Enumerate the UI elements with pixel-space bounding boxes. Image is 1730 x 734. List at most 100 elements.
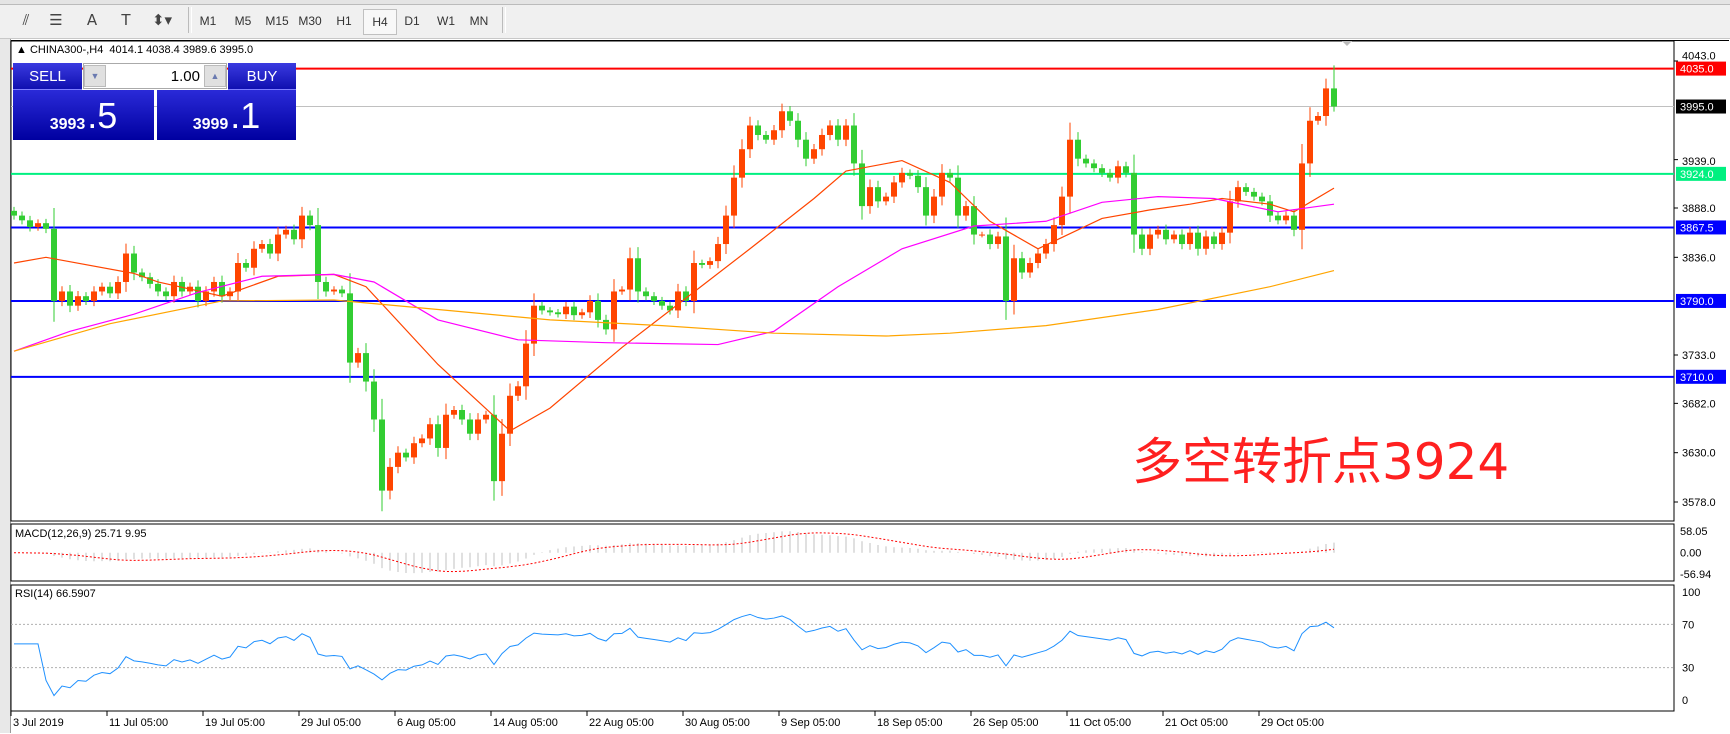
candle-body (475, 419, 481, 434)
date-axis-label: 11 Oct 05:00 (1069, 717, 1131, 729)
lot-size-stepper[interactable]: ▼ 1.00 ▲ (83, 63, 227, 89)
candle-body (995, 236, 1001, 245)
buy-price-main: 3999 (192, 116, 229, 133)
candle-body (1187, 232, 1193, 245)
candle-body (675, 291, 681, 311)
candle-body (371, 381, 377, 420)
candle-body (563, 306, 569, 315)
candle-body (115, 281, 121, 294)
candle-body (467, 419, 473, 434)
main-chart-frame (10, 40, 1675, 522)
timeframe-h4-button[interactable]: H4 (363, 9, 397, 35)
candle-body (555, 312, 561, 315)
timeframe-d1-button[interactable]: D1 (404, 14, 420, 28)
timeframe-m1-button[interactable]: M1 (199, 14, 217, 28)
price-line-label: 4035.0 (1680, 64, 1714, 76)
candle-body (795, 120, 801, 140)
candle-body (619, 289, 625, 292)
candle-body (1163, 229, 1169, 240)
price-label-bg (1676, 369, 1726, 384)
candle-body (1323, 88, 1329, 117)
chart-annotation-text: 多空转折点3924 (1132, 433, 1510, 491)
candle-body (635, 258, 641, 292)
elliott-wave-icon[interactable]: ⫽ (22, 11, 30, 29)
candle-body (11, 210, 17, 216)
candle-body (27, 220, 33, 227)
candle-body (539, 305, 545, 311)
date-axis-label: 6 Aug 05:00 (397, 717, 456, 729)
upper-toolbar-strip (0, 0, 1730, 5)
candle-body (419, 438, 425, 444)
candle-body (219, 281, 225, 297)
candle-body (1179, 234, 1185, 245)
text-label-icon[interactable]: T (121, 11, 131, 29)
timeframe-h1-button[interactable]: H1 (336, 14, 352, 28)
price-line-label: 3924.0 (1680, 169, 1714, 181)
candle-body (915, 175, 921, 188)
candle-body (499, 433, 505, 482)
candle-body (379, 419, 385, 491)
candle-body (163, 291, 169, 297)
candle-body (707, 261, 713, 265)
rsi-label: RSI(14) 66.5907 (15, 588, 96, 600)
buy-price-button[interactable]: 3999.1 (157, 90, 296, 140)
timeframe-mn-button[interactable]: MN (469, 14, 489, 28)
candle-body (955, 177, 961, 216)
date-axis-label: 21 Oct 05:00 (1165, 717, 1228, 729)
candle-body (363, 353, 369, 382)
timeframe-m30-button[interactable]: M30 (298, 14, 322, 28)
candle-body (963, 206, 969, 216)
candle-body (83, 296, 89, 301)
price-line-label: 3790.0 (1680, 296, 1714, 308)
candle-body (347, 293, 353, 363)
candle-body (627, 258, 633, 290)
timeframe-w1-button[interactable]: W1 (437, 14, 455, 28)
timeframe-m5-button[interactable]: M5 (234, 14, 252, 28)
price-axis-label: 4043.0 (1682, 51, 1716, 63)
candle-body (427, 424, 433, 439)
candle-body (531, 305, 537, 344)
lot-size-input[interactable]: 1.00 (170, 67, 200, 85)
buy-price-fraction: .1 (230, 95, 261, 136)
candle-body (411, 443, 417, 458)
text-icon[interactable]: A (86, 11, 98, 29)
candle-body (1259, 196, 1265, 202)
candle-body (667, 305, 673, 311)
toolbar: ⫽ ☰ A T ⬍▾ M1 M5 M15 M30 H1 H4 D1 W1 MN (0, 0, 1730, 39)
candle-body (1067, 139, 1073, 197)
price-label-bg (1676, 166, 1726, 181)
price-axis-label: 3836.0 (1682, 252, 1716, 264)
candle-body (307, 215, 313, 226)
candle-body (827, 125, 833, 135)
date-axis-label: 26 Sep 05:00 (973, 717, 1038, 729)
candle-body (459, 410, 465, 420)
moving-average-line-2 (13, 196, 1335, 352)
price-label-bg (1676, 99, 1726, 114)
candle-body (1035, 253, 1041, 264)
date-axis-label: 3 Jul 2019 (13, 717, 64, 729)
candle-body (1075, 139, 1081, 159)
sell-price-button[interactable]: 3993.5 (13, 90, 154, 140)
candle-body (835, 125, 841, 140)
price-line-label: 3867.5 (1680, 222, 1714, 234)
candle-body (395, 452, 401, 467)
candle-body (91, 291, 97, 301)
candle-body (1099, 168, 1105, 173)
price-axis-label: 3939.0 (1682, 156, 1716, 168)
buy-button[interactable]: BUY (228, 63, 296, 90)
candle-body (283, 229, 289, 235)
candle-body (1011, 258, 1017, 301)
lot-decrease-button[interactable]: ▼ (84, 65, 106, 87)
timeframe-m15-button[interactable]: M15 (265, 14, 289, 28)
candle-body (819, 134, 825, 150)
fibonacci-icon[interactable]: ☰ (49, 11, 63, 29)
candle-body (443, 414, 449, 448)
candle-body (947, 172, 953, 178)
candle-body (131, 253, 137, 273)
candle-body (651, 296, 657, 301)
lot-increase-button[interactable]: ▲ (204, 65, 226, 87)
arrows-dropdown-icon[interactable]: ⬍▾ (151, 11, 173, 29)
sell-button[interactable]: SELL (13, 63, 82, 90)
candle-body (523, 343, 529, 387)
